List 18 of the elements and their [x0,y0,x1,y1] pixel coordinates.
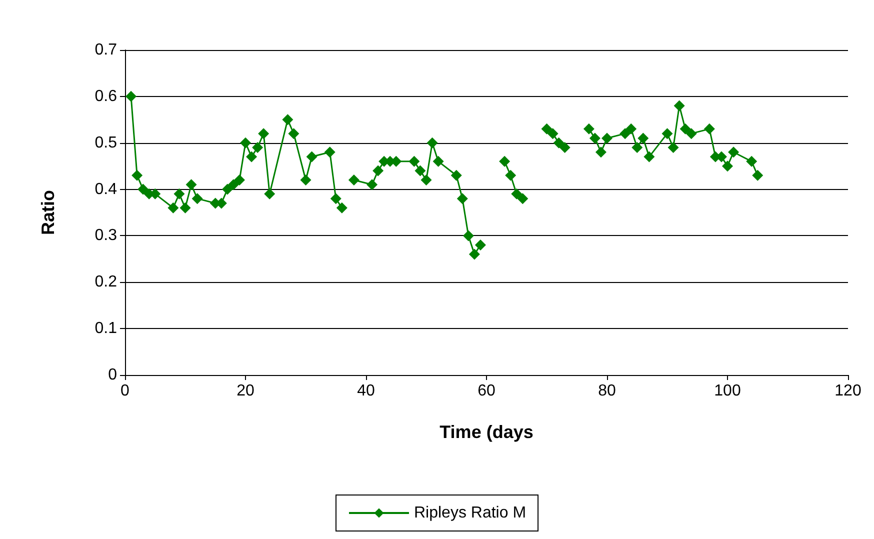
x-tick-label: 120 [834,382,862,400]
y-tick-label: 0.5 [94,134,118,152]
x-tick-label: 40 [357,382,375,400]
x-tick-label: 100 [714,382,741,400]
y-tick-label: 0.4 [94,180,118,198]
y-tick-label: 0.2 [94,274,118,291]
y-tick-label: 0 [108,366,118,384]
x-tick-label: 0 [120,382,130,400]
y-tick-label: 0.7 [94,42,118,58]
y-tick-label: 0.1 [94,320,118,338]
y-tick-label: 0.6 [94,88,118,105]
x-tick-label: 80 [598,382,616,400]
x-axis-title: Time (days [440,422,534,442]
x-tick-label: 60 [478,382,496,400]
legend-label: Ripleys Ratio M [414,504,526,522]
y-tick-label: 0.3 [94,227,118,244]
y-axis-title: Ratio [38,190,58,235]
x-tick-label: 20 [236,382,254,400]
